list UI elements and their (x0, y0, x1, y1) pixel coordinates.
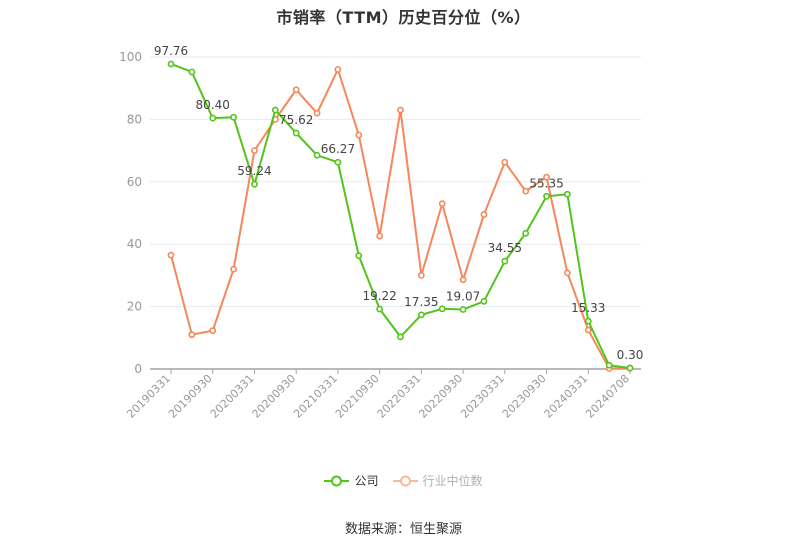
data-point[interactable] (334, 66, 342, 73)
data-point[interactable] (209, 327, 217, 335)
data-value-label: 80.40 (196, 98, 230, 112)
x-tick-label: 20200331 (208, 372, 257, 421)
data-point[interactable] (188, 331, 196, 339)
y-tick-label: 0 (134, 362, 142, 376)
data-point[interactable] (271, 106, 279, 114)
x-tick-label: 20190331 (124, 372, 173, 421)
x-tick-label: 20220331 (375, 372, 424, 421)
data-point[interactable] (397, 106, 404, 114)
data-value-label: 34.55 (488, 241, 522, 255)
data-point[interactable] (376, 305, 384, 313)
x-tick-label: 20240331 (542, 372, 591, 421)
data-point[interactable] (564, 190, 571, 198)
y-tick-label: 20 (127, 300, 142, 314)
x-tick-label: 20220930 (416, 372, 465, 421)
legend-label-industry-median: 行业中位数 (422, 474, 483, 488)
data-point[interactable] (522, 229, 530, 237)
data-point[interactable] (543, 192, 550, 200)
data-value-label: 66.27 (321, 142, 355, 156)
data-point[interactable] (376, 232, 384, 240)
data-point[interactable] (334, 158, 342, 166)
data-source: 数据来源：恒生聚源 (344, 522, 462, 537)
data-value-label: 15.33 (571, 301, 605, 315)
data-point[interactable] (417, 271, 425, 279)
data-point[interactable] (292, 129, 300, 137)
data-point[interactable] (397, 333, 404, 341)
legend-item-industry-median[interactable]: 行业中位数 (392, 472, 483, 489)
industry-median-series-line (170, 68, 631, 370)
legend-company-line-icon (324, 475, 350, 486)
data-point[interactable] (501, 257, 509, 265)
chart-title: 市销率（TTM）历史百分位（%） (276, 8, 531, 27)
legend-industry-line-icon (392, 475, 418, 486)
data-value-label: 97.76 (154, 44, 188, 58)
data-value-label: 19.22 (362, 289, 396, 303)
series-lines (167, 60, 634, 372)
data-point[interactable] (480, 211, 488, 218)
data-point[interactable] (459, 276, 467, 284)
data-value-label: 19.07 (446, 290, 480, 304)
data-point[interactable] (230, 265, 237, 273)
data-point[interactable] (438, 200, 446, 208)
y-tick-label: 80 (127, 112, 142, 126)
x-tick-label: 20190930 (166, 372, 215, 421)
x-tick-label: 20210930 (333, 372, 382, 421)
data-point[interactable] (438, 305, 446, 313)
data-point[interactable] (313, 151, 321, 159)
data-value-label: 0.30 (617, 348, 644, 362)
x-tick-label: 20210331 (291, 372, 340, 421)
data-point[interactable] (292, 86, 300, 94)
y-tick-label: 40 (127, 237, 142, 251)
x-tick-label: 20230930 (500, 372, 549, 421)
data-point[interactable] (230, 113, 237, 121)
data-value-label: 59.24 (237, 164, 271, 178)
data-point[interactable] (188, 68, 196, 76)
data-point[interactable] (167, 251, 175, 259)
y-axis: 0 20 40 60 80 100 (119, 50, 142, 376)
legend: 公司 行业中位数 (0, 472, 807, 489)
data-point[interactable] (313, 109, 321, 117)
data-value-label: 75.62 (279, 113, 313, 127)
x-tick-label: 20200930 (250, 372, 299, 421)
data-value-label: 17.35 (404, 295, 438, 309)
data-point[interactable] (251, 147, 258, 154)
data-point[interactable] (605, 361, 613, 369)
data-point[interactable] (417, 311, 425, 319)
x-tick-label: 20240708 (583, 372, 632, 421)
data-point[interactable] (480, 297, 488, 305)
data-value-label: 55.35 (529, 176, 563, 190)
legend-item-company[interactable]: 公司 (324, 472, 379, 489)
legend-label-company: 公司 (354, 474, 379, 488)
x-tick-label: 20230331 (458, 372, 507, 421)
data-point[interactable] (501, 158, 509, 166)
data-labels: 97.76 80.40 59.24 75.62 66.27 19.22 17.35 19.07… (154, 44, 644, 362)
data-point[interactable] (459, 306, 467, 313)
data-point[interactable] (626, 364, 634, 372)
grid-lines (150, 56, 641, 308)
data-point[interactable] (167, 60, 175, 68)
data-point[interactable] (209, 114, 217, 122)
data-point[interactable] (522, 187, 530, 195)
data-point[interactable] (355, 131, 363, 139)
data-point[interactable] (584, 317, 592, 325)
y-tick-label: 100 (119, 50, 142, 64)
data-point[interactable] (251, 180, 258, 188)
y-tick-label: 60 (127, 175, 142, 189)
x-axis: 2019033120190930202003312020093020210331… (124, 368, 641, 421)
data-point[interactable] (543, 173, 550, 181)
data-point[interactable] (564, 269, 571, 277)
data-point[interactable] (355, 252, 363, 260)
data-point[interactable] (584, 326, 592, 334)
